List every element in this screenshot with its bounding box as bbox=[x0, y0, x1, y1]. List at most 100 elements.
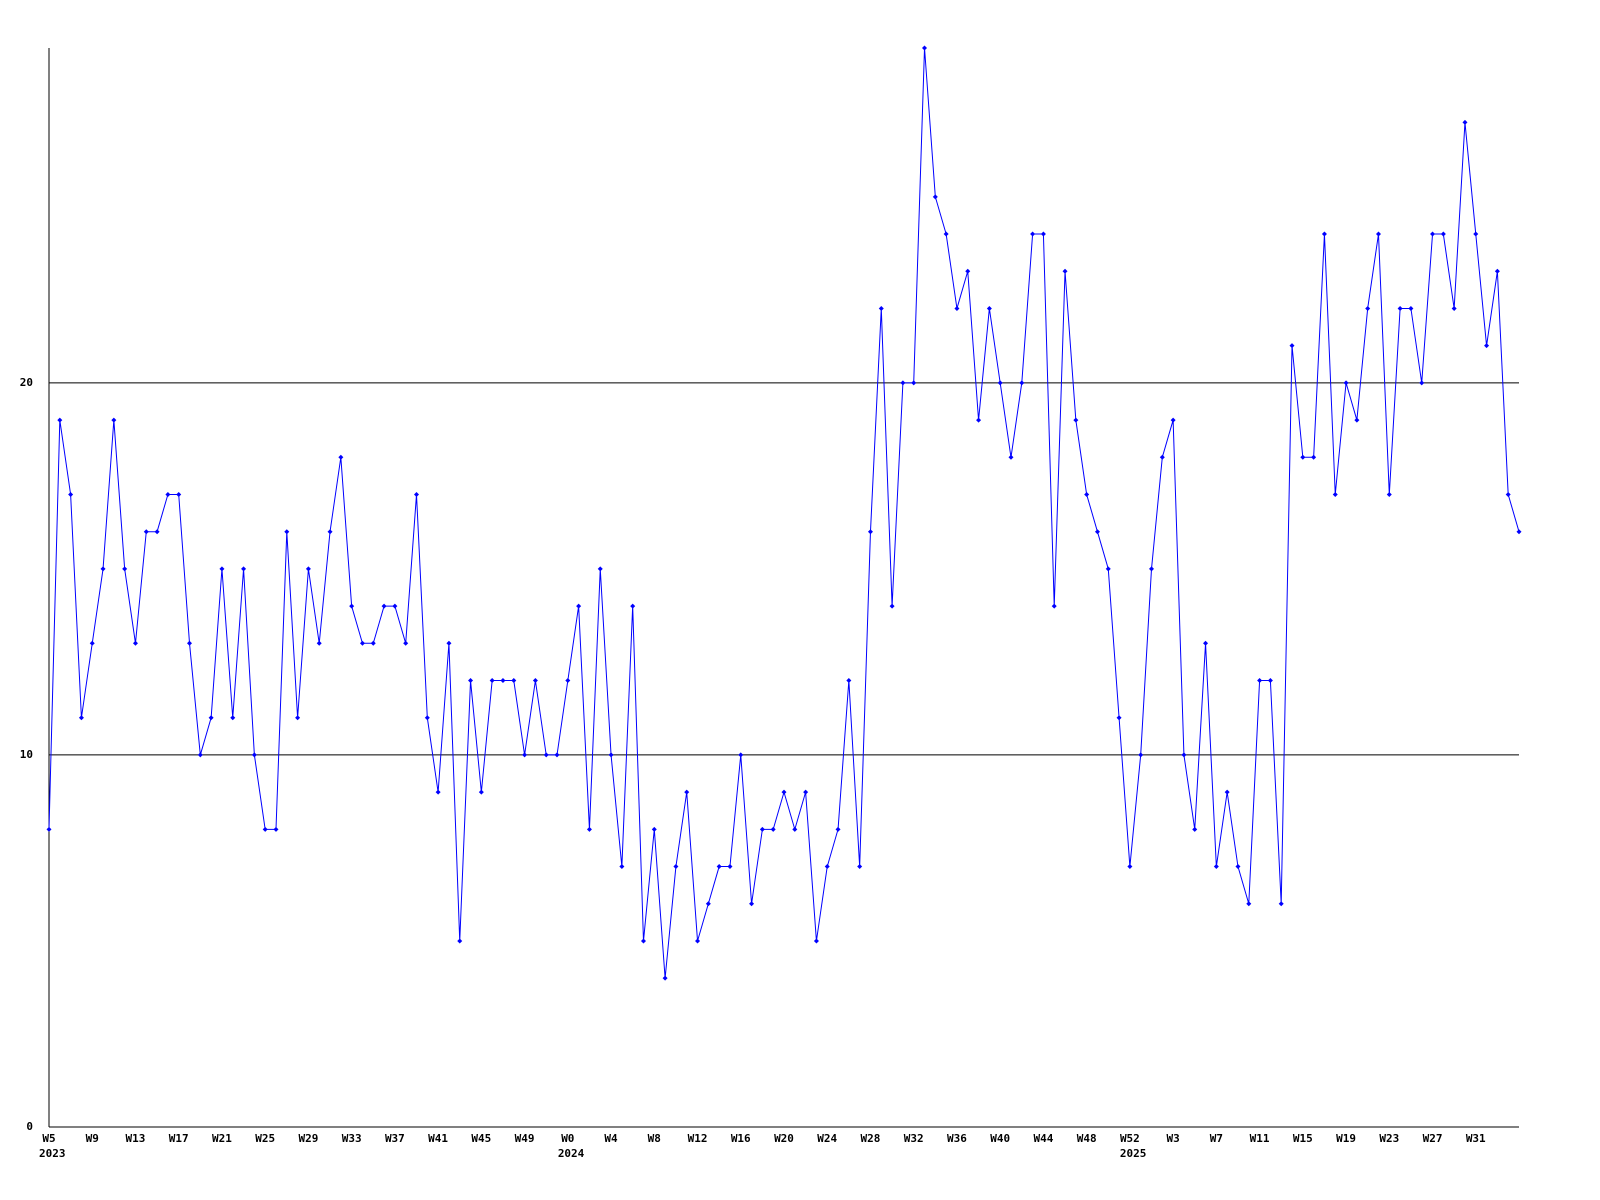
point bbox=[478, 789, 484, 795]
x-tick-label: W8 bbox=[648, 1132, 661, 1145]
point bbox=[889, 603, 895, 609]
point bbox=[630, 603, 636, 609]
x-tick-label: W28 bbox=[861, 1132, 881, 1145]
point bbox=[695, 938, 701, 944]
point bbox=[1440, 231, 1446, 237]
point bbox=[305, 566, 311, 572]
point bbox=[651, 826, 657, 832]
x-tick-label: W13 bbox=[126, 1132, 146, 1145]
point bbox=[803, 789, 809, 795]
point bbox=[1354, 417, 1360, 423]
point bbox=[1343, 380, 1349, 386]
x-tick-label: W49 bbox=[515, 1132, 535, 1145]
x-tick-label: W21 bbox=[212, 1132, 232, 1145]
point bbox=[1170, 417, 1176, 423]
point bbox=[1332, 491, 1338, 497]
point bbox=[1473, 231, 1479, 237]
point bbox=[792, 826, 798, 832]
point bbox=[1040, 231, 1046, 237]
point bbox=[576, 603, 582, 609]
x-tick-label: W4 bbox=[604, 1132, 618, 1145]
point bbox=[57, 417, 63, 423]
point bbox=[1386, 491, 1392, 497]
x-tick-label: W48 bbox=[1077, 1132, 1097, 1145]
point bbox=[522, 752, 528, 758]
point bbox=[1278, 901, 1284, 907]
point bbox=[857, 864, 863, 870]
point bbox=[1138, 752, 1144, 758]
point bbox=[435, 789, 441, 795]
point bbox=[1494, 268, 1500, 274]
point bbox=[1419, 380, 1425, 386]
point bbox=[900, 380, 906, 386]
point bbox=[1516, 529, 1522, 535]
point bbox=[327, 529, 333, 535]
point bbox=[403, 640, 409, 646]
x-tick-label: W12 bbox=[688, 1132, 708, 1145]
point bbox=[673, 864, 679, 870]
point bbox=[543, 752, 549, 758]
x-group-label: 2024 bbox=[558, 1147, 585, 1160]
point bbox=[1300, 454, 1306, 460]
point bbox=[489, 678, 495, 684]
point bbox=[565, 678, 571, 684]
point bbox=[1051, 603, 1057, 609]
point bbox=[1181, 752, 1187, 758]
point bbox=[100, 566, 106, 572]
point bbox=[1375, 231, 1381, 237]
x-tick-label: W20 bbox=[774, 1132, 794, 1145]
point bbox=[370, 640, 376, 646]
point bbox=[846, 678, 852, 684]
x-tick-label: W29 bbox=[298, 1132, 318, 1145]
point bbox=[532, 678, 538, 684]
point bbox=[554, 752, 560, 758]
point bbox=[954, 305, 960, 311]
point bbox=[187, 640, 193, 646]
x-tick-label: W0 bbox=[561, 1132, 574, 1145]
point bbox=[1030, 231, 1036, 237]
point bbox=[640, 938, 646, 944]
x-tick-label: W16 bbox=[731, 1132, 751, 1145]
point bbox=[241, 566, 247, 572]
point bbox=[976, 417, 982, 423]
x-tick-label: W25 bbox=[255, 1132, 275, 1145]
x-tick-label: W23 bbox=[1379, 1132, 1399, 1145]
x-group-label: 2025 bbox=[1120, 1147, 1147, 1160]
point bbox=[781, 789, 787, 795]
point bbox=[1235, 864, 1241, 870]
point bbox=[500, 678, 506, 684]
x-tick-label: W52 bbox=[1120, 1132, 1140, 1145]
point bbox=[749, 901, 755, 907]
point bbox=[111, 417, 117, 423]
point bbox=[835, 826, 841, 832]
x-tick-label: W5 bbox=[42, 1132, 55, 1145]
y-tick-label: 20 bbox=[20, 376, 33, 389]
point bbox=[1149, 566, 1154, 572]
point bbox=[1213, 864, 1219, 870]
point bbox=[932, 194, 938, 200]
point bbox=[392, 603, 398, 609]
point bbox=[1289, 343, 1295, 349]
point bbox=[911, 380, 917, 386]
point bbox=[1451, 305, 1457, 311]
point bbox=[1019, 380, 1025, 386]
point bbox=[122, 566, 128, 572]
x-tick-label: W7 bbox=[1210, 1132, 1223, 1145]
point bbox=[662, 975, 668, 981]
point bbox=[68, 491, 74, 497]
point bbox=[1257, 678, 1263, 684]
point bbox=[197, 752, 203, 758]
point bbox=[986, 305, 992, 311]
point bbox=[759, 826, 765, 832]
point bbox=[705, 901, 711, 907]
line bbox=[48, 47, 1520, 979]
y-tick-label: 10 bbox=[20, 748, 33, 761]
x-tick-label: W31 bbox=[1466, 1132, 1486, 1145]
point bbox=[1246, 901, 1252, 907]
x-group-label: 2023 bbox=[39, 1147, 66, 1160]
point bbox=[1203, 640, 1209, 646]
point bbox=[46, 826, 52, 832]
point bbox=[446, 640, 452, 646]
